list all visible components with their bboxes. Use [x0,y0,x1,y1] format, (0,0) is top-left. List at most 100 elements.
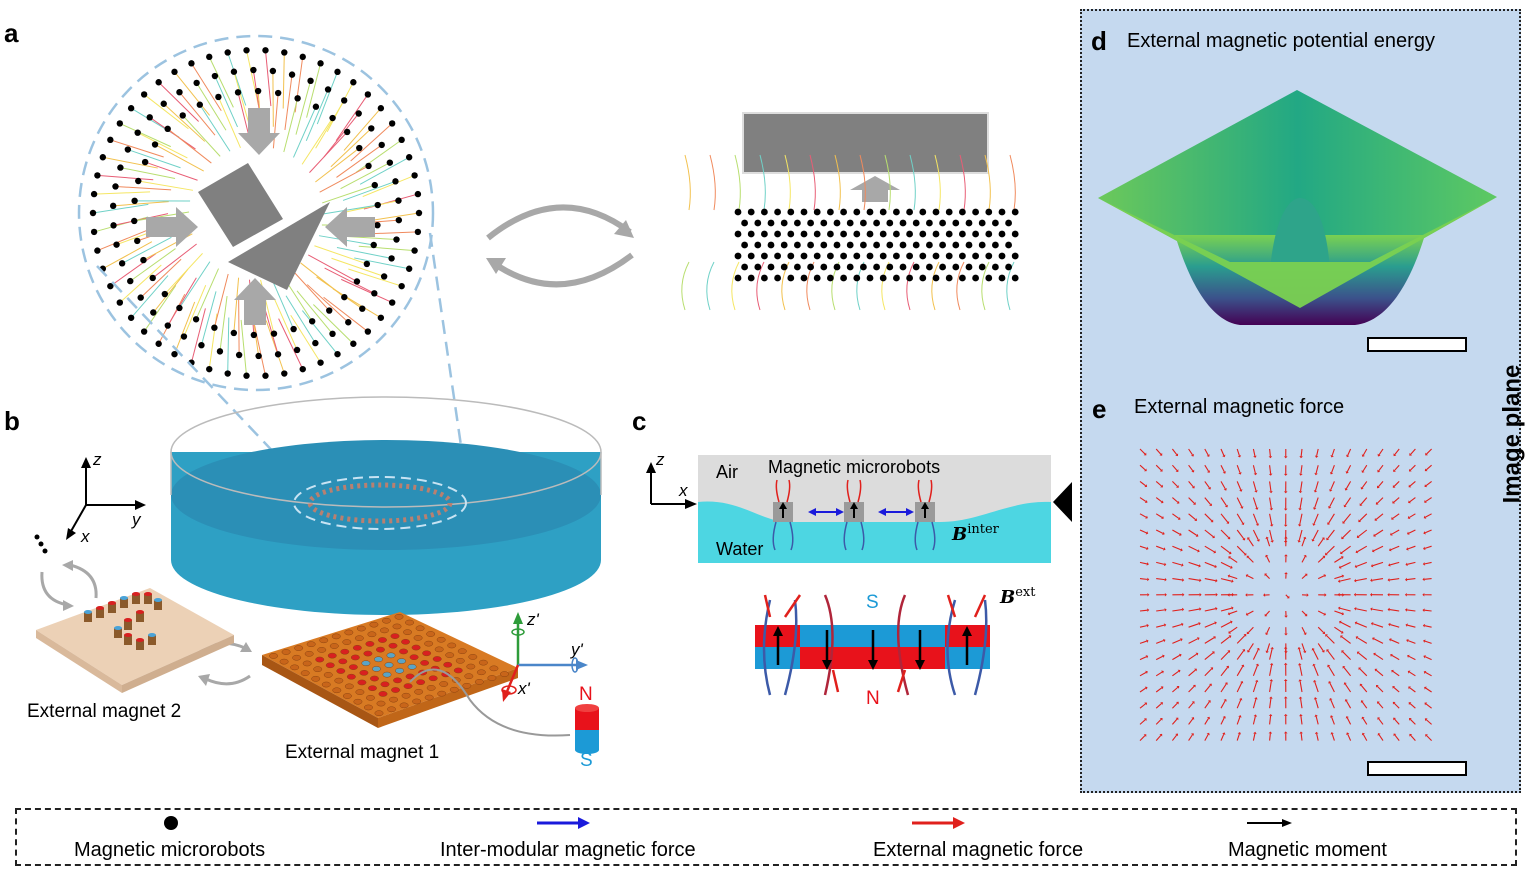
microrobot-dot [411,172,418,179]
microrobot-dot [741,263,748,271]
microrobot-dot [281,49,288,56]
microrobot-dot [860,219,867,227]
panel-label-d: d [1091,26,1107,56]
microrobot-dot [919,208,927,216]
microrobot-dot [998,208,1006,216]
microrobot-dot [155,79,162,86]
microrobot-dot [853,252,861,260]
microrobot-dot [364,328,372,335]
microrobot-dot [912,241,920,249]
microrobot-dot [893,208,900,216]
zoom-circle [77,34,435,392]
microrobot-dot [998,274,1006,282]
microrobot-dot [780,219,788,227]
microrobot-dot [255,352,262,360]
microrobot-dot [807,263,814,271]
microrobot-dot [985,208,993,216]
microrobot-dot [827,274,834,282]
microrobot-dot [899,241,907,249]
axis-x-label: x [81,527,90,546]
microrobot-dot [392,178,399,185]
microrobot-dot [787,208,795,216]
microrobot-dot [899,263,907,271]
pole-n-label: N [866,688,880,709]
microrobot-dot [767,219,775,227]
microrobot-dot [846,263,854,271]
radial-trails [92,50,420,376]
microrobot-dot [329,114,336,122]
microrobot-dot [787,274,795,282]
microrobot-dot [833,219,841,227]
microrobot-dot [374,221,381,229]
microrobot-dot [761,252,768,260]
pole-s-label: S [866,592,879,613]
microrobot-dot [398,282,405,290]
microrobot-dot [965,219,973,227]
microrobot-dot [998,230,1006,238]
microrobot-dot [135,177,142,185]
microrobot-dot [833,241,841,249]
microrobot-dot [380,273,388,280]
dish-water-top [171,440,601,550]
water-label: Water [716,539,764,559]
cylinder-pole-s: S [580,750,593,771]
microrobot-dot [761,274,768,282]
microrobot-dot [734,274,742,282]
microrobot-dot [734,252,742,260]
microrobot-dot [235,351,243,359]
microrobot-dot [820,263,828,271]
microrobot-dot [879,274,887,282]
microrobot-dot [787,252,795,260]
microrobot-dot [161,290,169,298]
microrobot-dot [308,318,316,325]
microrobot-dot [269,67,277,75]
microrobot-dot [965,263,973,271]
microrobot-dot [414,228,422,236]
microrobot-dot [893,252,900,260]
microrobot-dot [270,330,278,337]
microrobot-dot [334,68,341,76]
microrobot-dot [952,241,960,249]
microrobot-dot [998,252,1006,260]
microrobot-dot [112,183,119,190]
microrobot-dot [767,241,775,249]
microrobot-dot [741,219,748,227]
microrobot-dot [90,228,98,236]
microrobot-dot [992,219,999,227]
microrobot-dot [374,201,381,209]
microrobot-dot [324,86,332,93]
microrobot-dot [978,219,986,227]
microrobot-dot [131,217,138,225]
microrobot-dot [932,274,940,282]
microrobot-dot [388,120,396,127]
microrobot-dot [124,146,132,153]
microrobot-dot [326,307,333,314]
microrobot-dot [107,282,114,290]
microrobot-dot [840,208,847,216]
microrobot-dot [110,222,117,229]
microrobot-dot [846,219,854,227]
microrobot-dot [131,197,138,205]
microrobot-dot [350,79,357,86]
microrobot-dot [794,219,801,227]
microrobot-dot [820,219,828,227]
microrobot-dot [952,219,960,227]
microrobot-dot [224,49,231,56]
microrobot-dot [807,219,814,227]
microrobot-dot [334,350,341,358]
microrobot-dot [985,230,993,238]
microrobot-dot [846,241,854,249]
microrobot-dot [886,219,894,227]
b-inter-sup: inter [967,522,999,537]
microrobot-dot [290,325,297,333]
microrobot-dot [734,230,742,238]
microrobot-dot [398,136,405,144]
microrobot-dot [294,95,301,102]
microrobot-dot [90,190,98,198]
microrobot-dot [919,230,927,238]
microrobot-dot [393,236,400,243]
gray-bar-object [742,112,989,174]
